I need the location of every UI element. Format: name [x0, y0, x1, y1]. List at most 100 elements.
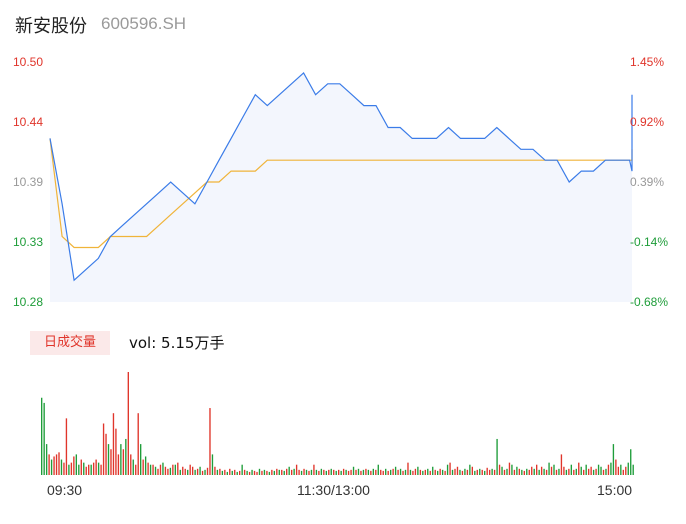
volume-bar — [164, 466, 167, 475]
volume-bar — [424, 469, 426, 475]
volume-bar — [221, 470, 224, 475]
volume-bar — [75, 454, 78, 475]
volume-bar — [266, 470, 268, 475]
volume-bar — [575, 468, 577, 475]
x-tick-close: 15:00 — [597, 482, 633, 498]
volume-bar — [120, 444, 122, 475]
volume-readout: vol: 5.15万手 — [129, 334, 225, 352]
volume-bar — [493, 469, 496, 475]
volume-bar — [253, 470, 256, 475]
volume-bar — [394, 466, 397, 475]
volume-bar — [78, 464, 80, 475]
volume-bar — [625, 466, 627, 475]
volume-bar — [617, 466, 620, 475]
y-right-tick-4: -0.68% — [630, 295, 669, 309]
volume-bar — [587, 468, 590, 475]
volume-bar — [80, 459, 82, 475]
volume-bar — [154, 466, 157, 475]
volume-bar — [189, 464, 191, 475]
volume-bar — [439, 468, 441, 475]
y-right-tick-2: 0.39% — [630, 175, 665, 189]
volume-bar — [375, 469, 377, 475]
volume-bar — [45, 444, 48, 475]
volume-bar — [97, 462, 100, 475]
volume-bar — [196, 468, 199, 475]
volume-bar — [474, 470, 476, 475]
volume-bar — [41, 397, 43, 475]
volume-bar — [102, 423, 105, 475]
volume-bar — [278, 469, 280, 475]
volume-bar — [565, 469, 568, 475]
volume-bar — [632, 464, 634, 475]
volume-bar — [268, 471, 271, 475]
volume-bar — [414, 468, 417, 475]
volume-bar — [533, 468, 535, 475]
volume-bar — [357, 468, 360, 475]
volume-bar — [60, 459, 63, 475]
volume-bar — [184, 468, 186, 475]
volume-bar — [620, 464, 622, 475]
volume-bar — [456, 466, 459, 475]
volume-bar — [585, 464, 587, 475]
volume-bar — [318, 470, 320, 475]
y-left-tick-3: 10.33 — [13, 235, 44, 249]
volume-bar — [345, 469, 347, 475]
volume-bar — [528, 469, 530, 475]
volume-bar — [177, 462, 179, 475]
volume-bar — [263, 469, 266, 475]
volume-bar — [486, 467, 488, 475]
volume-bar — [182, 466, 184, 475]
volume-bar — [491, 468, 493, 475]
volume-bar — [600, 466, 602, 475]
volume-bar — [404, 469, 407, 475]
volume-bar — [179, 469, 181, 475]
volume-bar — [389, 469, 392, 475]
volume-bar — [68, 464, 70, 475]
volume-bar — [367, 469, 370, 475]
volume-bar — [70, 462, 73, 475]
volume-bar — [484, 470, 486, 475]
volume-bar — [276, 468, 278, 475]
price-area-fill — [50, 72, 632, 303]
volume-bar — [595, 468, 597, 475]
volume-bar — [607, 464, 610, 475]
daily-volume-tab[interactable]: 日成交量 — [30, 331, 110, 355]
volume-bar — [615, 459, 617, 475]
volume-bar — [211, 454, 214, 475]
volume-bar — [513, 469, 516, 475]
volume-bar — [511, 464, 513, 475]
volume-bar — [427, 468, 429, 475]
volume-bar — [313, 464, 315, 475]
volume-bar — [392, 468, 394, 475]
volume-bar — [570, 464, 573, 475]
volume-bar — [370, 470, 372, 475]
y-right-tick-0: 1.45% — [630, 55, 665, 69]
volume-bar — [214, 466, 216, 475]
volume-bar — [325, 470, 327, 475]
volume-bar — [550, 466, 553, 475]
volume-bar — [419, 469, 422, 475]
volume-bar — [288, 466, 290, 475]
volume-bar — [372, 468, 375, 475]
volume-bar — [429, 470, 431, 475]
volume-bar — [323, 469, 325, 475]
volume-bar — [243, 469, 246, 475]
volume-bar — [234, 469, 236, 475]
volume-bar — [580, 466, 582, 475]
y-right-tick-3: -0.14% — [630, 235, 669, 249]
volume-bar — [310, 469, 313, 475]
volume-bar — [590, 466, 592, 475]
volume-bar — [355, 469, 357, 475]
stock-code: 600596.SH — [101, 14, 187, 33]
series-line-price — [49, 71, 633, 282]
volume-bar — [531, 466, 533, 475]
y-left-tick-2: 10.39 — [13, 175, 44, 189]
volume-bar — [496, 438, 498, 475]
volume-bar — [518, 468, 521, 475]
volume-bar — [144, 456, 147, 475]
volume-bar — [592, 469, 595, 475]
volume-bar — [508, 462, 511, 475]
volume-bar — [216, 469, 219, 475]
volume-bar — [125, 438, 127, 475]
volume-bar — [226, 471, 228, 475]
